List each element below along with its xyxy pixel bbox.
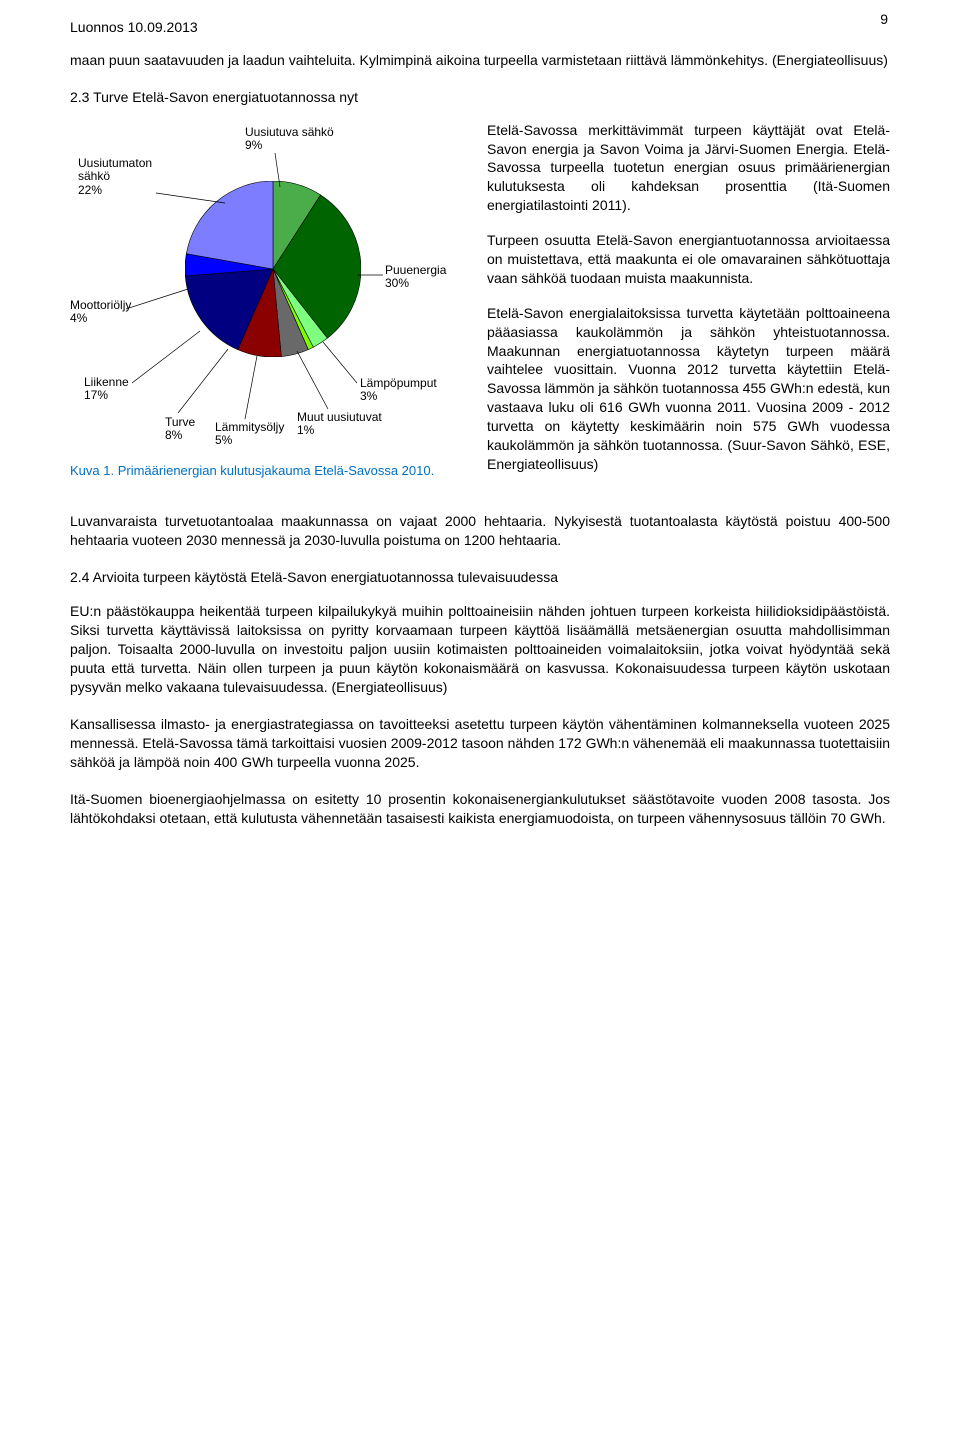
pie-label: Liikenne17% — [84, 376, 129, 404]
body-paragraph: Luvanvaraista turvetuotantoalaa maakunna… — [70, 512, 890, 550]
section-heading-2-3: 2.3 Turve Etelä-Savon energiatuotannossa… — [70, 88, 890, 107]
pie-label: Muut uusiutuvat1% — [297, 411, 382, 439]
leader-line — [245, 356, 257, 419]
pie-label: Uusiutumatonsähkö22% — [78, 157, 152, 198]
leader-line — [178, 349, 228, 413]
pie-slice — [186, 181, 273, 269]
page-number: 9 — [880, 10, 888, 29]
draft-date: Luonnos 10.09.2013 — [70, 18, 890, 37]
right-paragraph: Etelä-Savon energialaitoksissa turvetta … — [487, 304, 890, 474]
leader-line — [297, 351, 328, 409]
pie-label: Lämpöpumput3% — [360, 377, 437, 405]
pie-label: Turve8% — [165, 416, 195, 444]
body-paragraph: Kansallisessa ilmasto- ja energiastrateg… — [70, 715, 890, 772]
leader-line — [126, 289, 188, 309]
intro-paragraph: maan puun saatavuuden ja laadun vaihtelu… — [70, 51, 890, 70]
figure-column: Uusiutuva sähkö9% Uusiutumatonsähkö22% Puu… — [70, 121, 465, 490]
section-heading-2-4: 2.4 Arvioita turpeen käytöstä Etelä-Savo… — [70, 568, 890, 587]
right-paragraph: Turpeen osuutta Etelä-Savon energiantuot… — [487, 231, 890, 288]
figure-text-row: Uusiutuva sähkö9% Uusiutumatonsähkö22% Puu… — [70, 121, 890, 490]
body-paragraphs-2: EU:n päästökauppa heikentää turpeen kilp… — [70, 602, 890, 827]
body-paragraphs-1: Luvanvaraista turvetuotantoalaa maakunna… — [70, 512, 890, 550]
pie-label: Moottoriöljy4% — [70, 299, 131, 327]
pie-label: Uusiutuva sähkö9% — [245, 126, 334, 154]
body-paragraph: EU:n päästökauppa heikentää turpeen kilp… — [70, 602, 890, 696]
pie-label: Puuenergia30% — [385, 264, 446, 292]
pie-chart — [185, 181, 361, 357]
right-paragraph: Etelä-Savossa merkittävimmät turpeen käy… — [487, 121, 890, 215]
body-paragraph: Itä-Suomen bioenergiaohjelmassa on esite… — [70, 790, 890, 828]
text-column: Etelä-Savossa merkittävimmät turpeen käy… — [487, 121, 890, 490]
pie-chart-container: Uusiutuva sähkö9% Uusiutumatonsähkö22% Puu… — [70, 121, 465, 456]
pie-label: Lämmitysöljy5% — [215, 421, 284, 449]
figure-caption: Kuva 1. Primäärienergian kulutusjakauma … — [70, 462, 465, 480]
